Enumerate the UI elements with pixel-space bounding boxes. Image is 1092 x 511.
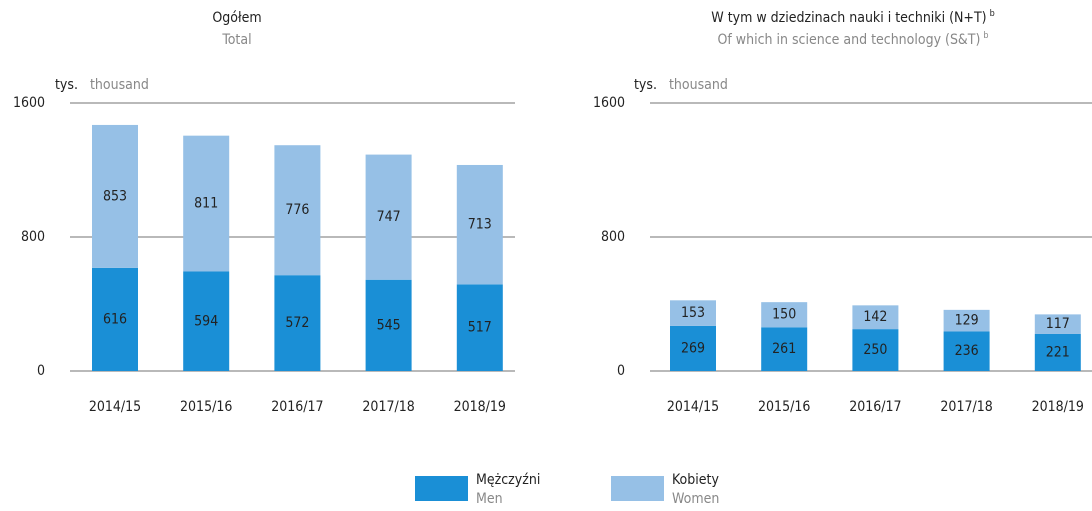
legend-swatch [415, 476, 468, 501]
x-tick-label: 2018/19 [1032, 399, 1084, 415]
legend-swatch [611, 476, 664, 501]
chart-subtitle: Of which in science and technology (S&T)… [717, 31, 988, 49]
value-label: 776 [285, 202, 309, 218]
x-tick-label: 2016/17 [849, 399, 901, 415]
chart-title: Ogółem [212, 10, 261, 26]
value-label: 747 [377, 209, 401, 225]
bar-segment [761, 302, 808, 328]
x-tick-label: 2016/17 [271, 399, 323, 415]
bar-segment [183, 135, 230, 272]
bar-segment [1034, 314, 1081, 334]
value-label: 269 [681, 340, 705, 356]
chart-subtitle: Total [221, 32, 251, 48]
value-label: 153 [681, 305, 705, 321]
x-tick-label: 2014/15 [89, 399, 141, 415]
value-label: 517 [468, 320, 492, 336]
x-tick-label: 2017/18 [940, 399, 992, 415]
bar-segment [456, 284, 503, 371]
legend-label: Mężczyźni [476, 472, 540, 488]
bar-segment [943, 309, 990, 332]
unit-label: tys. [634, 77, 657, 93]
legend-label-en: Men [476, 491, 503, 507]
title-text: Ogółem [212, 10, 261, 26]
value-label: 572 [285, 315, 309, 331]
value-label: 221 [1046, 344, 1070, 360]
bar-segment [852, 329, 899, 371]
y-tick-label: 0 [37, 363, 45, 379]
bar-segment [670, 300, 716, 326]
unit-label: tys. [55, 77, 78, 93]
value-label: 545 [377, 317, 401, 333]
x-tick-label: 2014/15 [667, 399, 719, 415]
bar-segment [183, 271, 230, 371]
value-label: 250 [863, 342, 887, 358]
value-label: 117 [1046, 316, 1070, 332]
y-tick-label: 0 [617, 363, 625, 379]
legend-label: Kobiety [672, 472, 719, 488]
chart-title: W tym w dziedzinach nauki i techniki (N+… [711, 9, 995, 27]
unit-label-en: thousand [669, 77, 728, 93]
title-note: b [990, 9, 995, 19]
value-label: 853 [103, 188, 127, 204]
subtitle-text: Of which in science and technology (S&T) [717, 32, 980, 48]
legend-label-en: Women [672, 491, 719, 507]
value-label: 713 [468, 217, 492, 233]
bar-segment [92, 267, 138, 371]
bar-segment [943, 331, 990, 371]
bar-segment [761, 327, 808, 371]
bar-segment [1034, 333, 1081, 371]
x-tick-label: 2017/18 [362, 399, 414, 415]
x-tick-label: 2018/19 [454, 399, 506, 415]
value-label: 236 [955, 343, 979, 359]
bar-segment [365, 279, 412, 371]
value-label: 616 [103, 311, 127, 327]
y-tick-label: 1600 [13, 95, 45, 111]
value-label: 142 [863, 309, 887, 325]
value-label: 150 [772, 307, 796, 323]
bar-segment [852, 305, 899, 330]
bar-segment [456, 164, 503, 285]
x-tick-label: 2015/16 [758, 399, 810, 415]
title-text: W tym w dziedzinach nauki i techniki (N+… [711, 10, 986, 26]
subtitle-text: Total [221, 32, 251, 48]
y-tick-label: 800 [601, 229, 625, 245]
value-label: 129 [955, 313, 979, 329]
y-tick-label: 800 [21, 229, 45, 245]
y-tick-label: 1600 [593, 95, 625, 111]
x-tick-label: 2015/16 [180, 399, 232, 415]
value-label: 594 [194, 313, 218, 329]
bar-segment [92, 124, 138, 268]
subtitle-note: b [983, 31, 988, 41]
value-label: 261 [772, 341, 796, 357]
value-label: 811 [194, 196, 218, 212]
bar-segment [274, 145, 321, 276]
unit-label-en: thousand [90, 77, 149, 93]
bar-segment [670, 325, 716, 371]
bar-segment [274, 275, 321, 371]
bar-segment [365, 154, 412, 280]
